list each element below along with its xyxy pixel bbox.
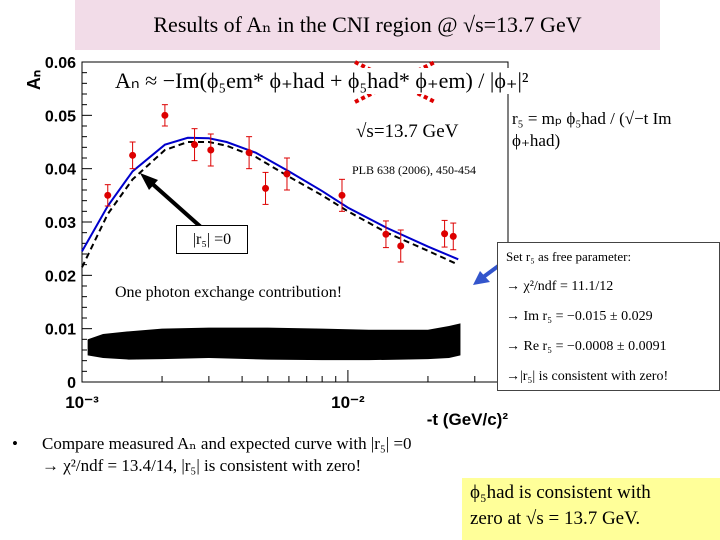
point-marker bbox=[397, 242, 405, 250]
r5-zero-text: |r₅| =0 bbox=[192, 231, 232, 248]
data-point bbox=[262, 171, 270, 205]
free-param-line: →|r₅| is consistent with zero! bbox=[506, 369, 669, 384]
reference-label: PLB 638 (2006), 450-454 bbox=[352, 163, 476, 178]
one-photon-label: One photon exchange contribution! bbox=[115, 284, 342, 302]
point-marker bbox=[441, 230, 449, 238]
point-marker bbox=[161, 111, 169, 119]
y-tick-label: 0.05 bbox=[45, 108, 76, 125]
one-photon-band-shape bbox=[87, 323, 461, 361]
r5-equation-text: r₅ = mₚ ϕ₅had / (√−t Im ϕ₊had) bbox=[512, 109, 672, 150]
curve-dashed bbox=[81, 141, 459, 268]
free-param-header: Set r₅ as free parameter: bbox=[506, 249, 632, 264]
data-point bbox=[338, 178, 346, 212]
x-axis-label: -t (GeV/c)² bbox=[427, 410, 509, 429]
y-tick-label: 0.01 bbox=[45, 322, 76, 339]
data-point bbox=[397, 229, 405, 263]
x-tick-label: 10⁻² bbox=[331, 393, 365, 412]
data-point bbox=[129, 141, 137, 170]
point-marker bbox=[382, 230, 390, 238]
y-axis-label: Aₙ bbox=[24, 70, 44, 90]
data-point bbox=[161, 104, 169, 127]
y-tick-label: 0.06 bbox=[45, 55, 76, 72]
free-parameter-box: Set r₅ as free parameter: → χ²/ndf = 11.… bbox=[497, 242, 720, 391]
y-tick-label: 0.04 bbox=[45, 162, 76, 179]
slide-title: Results of Aₙ in the CNI region @ √s=13.… bbox=[153, 12, 582, 37]
point-marker bbox=[283, 170, 291, 178]
one-photon-band bbox=[87, 323, 461, 361]
curve-solid bbox=[81, 136, 459, 261]
free-param-arrowhead bbox=[473, 271, 490, 285]
data-point bbox=[441, 219, 449, 248]
point-marker bbox=[245, 149, 253, 157]
point-marker bbox=[207, 146, 215, 154]
point-marker bbox=[338, 191, 346, 199]
main-equation: Aₙ ≈ −Im(ϕ₅em* ϕ₊had + ϕ₅had* ϕ₊em) / |ϕ… bbox=[115, 68, 529, 94]
y-tick-label: 0 bbox=[67, 375, 76, 392]
slide-title-box: Results of Aₙ in the CNI region @ √s=13.… bbox=[75, 0, 660, 50]
conclusion-line-1: ϕ₅had is consistent with bbox=[470, 482, 651, 503]
conclusion-box: ϕ₅had is consistent with zero at √s = 13… bbox=[462, 478, 720, 540]
r5-zero-box: |r₅| =0 bbox=[176, 225, 248, 254]
bullet-dot: • bbox=[12, 434, 18, 453]
expected-curves bbox=[81, 136, 459, 268]
y-tick-label: 0.03 bbox=[45, 215, 76, 232]
one-photon-text: One photon exchange contribution! bbox=[115, 284, 343, 301]
r5-equation: r₅ = mₚ ϕ₅had / (√−t Im ϕ₊had) bbox=[512, 108, 720, 152]
bullet-line-1: Compare measured Aₙ and expected curve w… bbox=[42, 434, 412, 453]
free-param-line: → Re r₅ = −0.0008 ± 0.0091 bbox=[506, 339, 667, 354]
bullet-line-2: → χ²/ndf = 13.4/14, |r₅| is consistent w… bbox=[42, 456, 362, 475]
point-marker bbox=[191, 141, 199, 149]
energy-label: √s=13.7 GeV bbox=[356, 121, 458, 143]
data-point bbox=[207, 133, 215, 167]
reference-text: PLB 638 (2006), 450-454 bbox=[352, 163, 476, 177]
data-point bbox=[191, 128, 199, 162]
data-point bbox=[283, 157, 291, 191]
data-point bbox=[449, 222, 457, 251]
free-param-line: → χ²/ndf = 11.1/12 bbox=[506, 279, 614, 294]
data-point bbox=[382, 220, 390, 249]
point-marker bbox=[262, 184, 270, 192]
point-marker bbox=[449, 232, 457, 240]
plot-axes: 0 0.01 0.02 0.03 0.04 0.05 0.06 10⁻³ 10⁻² Aₙ -t (G… bbox=[24, 55, 509, 429]
r5-zero-arrowhead bbox=[140, 173, 158, 190]
point-marker bbox=[129, 151, 137, 159]
conclusion-line-2: zero at √s = 13.7 GeV. bbox=[470, 508, 641, 529]
point-marker bbox=[104, 191, 112, 199]
r5-zero-arrow bbox=[146, 178, 204, 230]
x-tick-label: 10⁻³ bbox=[65, 393, 99, 412]
data-points bbox=[104, 104, 457, 263]
main-equation-text: Aₙ ≈ −Im(ϕ₅em* ϕ₊had + ϕ₅had* ϕ₊em) / |ϕ… bbox=[115, 68, 529, 93]
data-point bbox=[104, 184, 112, 207]
free-param-line: → Im r₅ = −0.015 ± 0.029 bbox=[506, 309, 653, 324]
energy-label-text: √s=13.7 GeV bbox=[356, 121, 459, 142]
y-tick-label: 0.02 bbox=[45, 268, 76, 285]
data-point bbox=[245, 136, 253, 170]
